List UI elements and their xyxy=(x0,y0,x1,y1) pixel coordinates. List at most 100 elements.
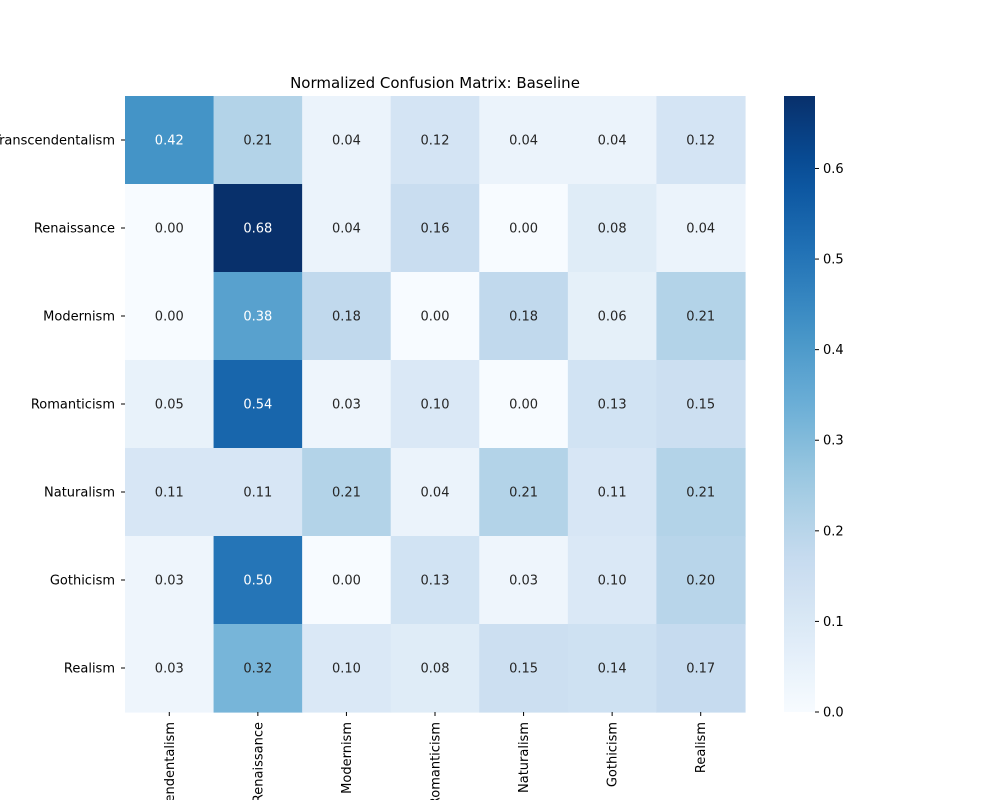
heatmap-cell-transcendentalism-naturalism xyxy=(479,96,569,185)
cell-value-label: 0.13 xyxy=(421,574,450,589)
cell-value-label: 0.00 xyxy=(332,574,361,589)
heatmap-cell-modernism-naturalism xyxy=(479,272,569,361)
heatmap-cell-renaissance-modernism xyxy=(302,184,392,273)
heatmap-cell-gothicism-gothicism xyxy=(567,536,658,625)
cell-value-label: 0.03 xyxy=(155,662,184,677)
cell-value-label: 0.50 xyxy=(243,574,272,589)
cell-value-label: 0.21 xyxy=(686,486,715,501)
cell-value-label: 0.03 xyxy=(332,398,361,413)
heatmap-cell-naturalism-realism xyxy=(656,448,746,537)
cell-value-label: 0.32 xyxy=(243,662,272,677)
x-tick-label-transcendentalism: Transcendentalism xyxy=(163,722,178,800)
cell-value-label: 0.04 xyxy=(509,134,538,149)
cell-value-label: 0.00 xyxy=(155,222,184,237)
cell-value-label: 0.21 xyxy=(509,486,538,501)
heatmap-cell-romanticism-modernism xyxy=(302,360,392,449)
cell-value-label: 0.17 xyxy=(686,662,715,677)
y-tick-label-modernism: Modernism xyxy=(43,310,115,325)
cell-value-label: 0.11 xyxy=(598,486,627,501)
cell-value-label: 0.42 xyxy=(155,134,184,149)
cell-value-label: 0.68 xyxy=(243,222,272,237)
cell-value-label: 0.04 xyxy=(686,222,715,237)
x-tick-label-romanticism: Romanticism xyxy=(429,722,444,800)
colorbar-tick-label: 0.2 xyxy=(823,524,844,539)
heatmap-cell-romanticism-transcendentalism xyxy=(125,360,215,449)
heatmap-cell-modernism-transcendentalism xyxy=(125,272,215,361)
cell-value-label: 0.15 xyxy=(509,662,538,677)
heatmap-cell-transcendentalism-realism xyxy=(656,96,746,185)
cell-value-label: 0.05 xyxy=(155,398,184,413)
cell-value-label: 0.11 xyxy=(243,486,272,501)
x-tick-label-renaissance: Renaissance xyxy=(251,722,266,800)
cell-value-label: 0.10 xyxy=(598,574,627,589)
cell-value-label: 0.04 xyxy=(332,134,361,149)
cell-value-label: 0.14 xyxy=(598,662,627,677)
heatmap-cell-gothicism-romanticism xyxy=(390,536,480,625)
cell-value-label: 0.21 xyxy=(243,134,272,149)
heatmap-cell-romanticism-renaissance xyxy=(213,360,303,449)
cell-value-label: 0.04 xyxy=(598,134,627,149)
x-tick-label-gothicism: Gothicism xyxy=(606,722,621,787)
heatmap-cell-romanticism-romanticism xyxy=(390,360,480,449)
cell-value-label: 0.20 xyxy=(686,574,715,589)
chart-title: Normalized Confusion Matrix: Baseline xyxy=(290,74,580,92)
heatmap-cell-renaissance-romanticism xyxy=(390,184,480,273)
cell-value-label: 0.38 xyxy=(243,310,272,325)
colorbar-tick-label: 0.6 xyxy=(823,162,844,177)
heatmap-cell-gothicism-naturalism xyxy=(479,536,569,625)
heatmap-cell-realism-gothicism xyxy=(567,624,658,713)
heatmap-cell-modernism-gothicism xyxy=(567,272,658,361)
cell-value-label: 0.03 xyxy=(155,574,184,589)
heatmap-cell-gothicism-realism xyxy=(656,536,746,625)
cell-value-label: 0.10 xyxy=(332,662,361,677)
x-tick-label-realism: Realism xyxy=(694,722,709,773)
heatmap-cell-modernism-renaissance xyxy=(213,272,303,361)
heatmap-cell-transcendentalism-romanticism xyxy=(390,96,480,185)
cell-value-label: 0.08 xyxy=(421,662,450,677)
cell-value-label: 0.06 xyxy=(598,310,627,325)
heatmap-cell-modernism-modernism xyxy=(302,272,392,361)
cell-value-label: 0.21 xyxy=(686,310,715,325)
x-tick-label-naturalism: Naturalism xyxy=(517,722,532,793)
heatmap-cell-renaissance-realism xyxy=(656,184,746,273)
cell-value-label: 0.21 xyxy=(332,486,361,501)
y-tick-label-romanticism: Romanticism xyxy=(31,398,115,413)
heatmap-cell-realism-renaissance xyxy=(213,624,303,713)
colorbar-gradient xyxy=(784,96,815,712)
cell-value-label: 0.12 xyxy=(686,134,715,149)
y-tick-label-gothicism: Gothicism xyxy=(50,574,115,589)
heatmap-cell-gothicism-modernism xyxy=(302,536,392,625)
heatmap-cell-romanticism-gothicism xyxy=(567,360,658,449)
heatmap-cell-renaissance-gothicism xyxy=(567,184,658,273)
heatmap-cell-renaissance-naturalism xyxy=(479,184,569,273)
cell-value-label: 0.16 xyxy=(421,222,450,237)
cell-value-label: 0.00 xyxy=(155,310,184,325)
heatmap-cell-realism-romanticism xyxy=(390,624,480,713)
cell-value-label: 0.00 xyxy=(509,398,538,413)
heatmap-cell-romanticism-realism xyxy=(656,360,746,449)
heatmap-cell-transcendentalism-modernism xyxy=(302,96,392,185)
cell-value-label: 0.08 xyxy=(598,222,627,237)
cell-value-label: 0.00 xyxy=(421,310,450,325)
x-tick-label-modernism: Modernism xyxy=(340,722,355,794)
cell-value-label: 0.54 xyxy=(243,398,272,413)
heatmap-cell-renaissance-renaissance xyxy=(213,184,303,273)
heatmap-cell-romanticism-naturalism xyxy=(479,360,569,449)
y-tick-label-transcendentalism: Transcendentalism xyxy=(0,134,115,149)
colorbar-tick-label: 0.1 xyxy=(823,615,844,630)
cell-value-label: 0.13 xyxy=(598,398,627,413)
cell-value-label: 0.15 xyxy=(686,398,715,413)
heatmap-cell-naturalism-naturalism xyxy=(479,448,569,537)
y-tick-label-renaissance: Renaissance xyxy=(34,222,115,237)
x-tick-labels: Transcendentalism Renaissance Modernism Rom… xyxy=(163,712,709,800)
heatmap-cells: 0.42 0.21 0.04 0.12 0.04 0.04 0.12 0.00 0.68 0.04… xyxy=(125,96,746,713)
heatmap-cell-renaissance-transcendentalism xyxy=(125,184,215,273)
heatmap-cell-modernism-romanticism xyxy=(390,272,480,361)
y-tick-label-naturalism: Naturalism xyxy=(44,486,115,501)
heatmap-cell-naturalism-modernism xyxy=(302,448,392,537)
cell-value-label: 0.18 xyxy=(509,310,538,325)
cell-value-label: 0.18 xyxy=(332,310,361,325)
heatmap-cell-transcendentalism-transcendentalism xyxy=(125,96,215,185)
heatmap-cell-naturalism-transcendentalism xyxy=(125,448,215,537)
